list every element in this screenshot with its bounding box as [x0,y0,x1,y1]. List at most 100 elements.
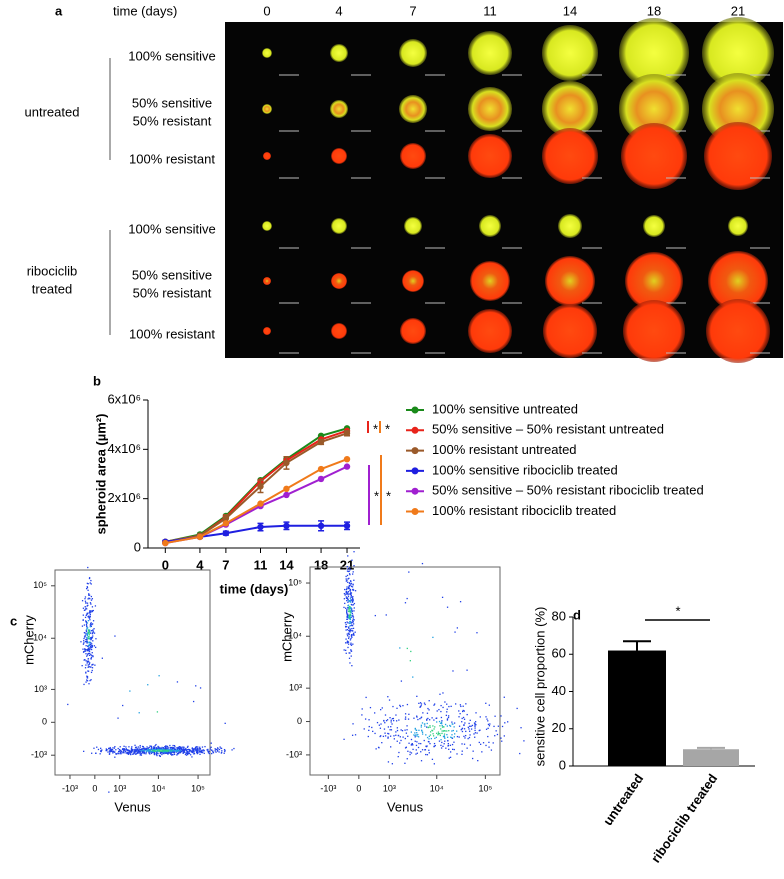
event-dot [127,749,129,752]
event-dot [147,748,149,751]
event-dot [146,746,148,748]
event-dot [202,751,204,753]
event-dot [453,736,456,738]
column-header: 14 [563,3,577,18]
event-dot [90,671,93,674]
event-dot [196,747,199,750]
event-dot [389,717,391,719]
event-dot [130,753,132,756]
event-dot [352,643,354,645]
event-dot [387,696,389,698]
event-dot [347,587,349,590]
event-dot [89,637,91,639]
event-dot [86,675,88,677]
event-dot [87,630,89,632]
panel-label: a [55,3,63,18]
spheroid-image [706,299,770,363]
event-dot [194,748,196,750]
event-dot [139,744,141,747]
event-dot [349,625,351,627]
event-dot [84,648,87,651]
spheroid-image [470,261,510,301]
event-dot [400,729,402,731]
event-dot [89,632,92,634]
event-dot [519,752,521,755]
spheroid-image [400,143,426,169]
event-dot [353,610,355,612]
event-dot [408,571,410,573]
event-dot [470,728,473,730]
event-dot [448,757,450,759]
event-dot [207,748,209,751]
event-dot [419,718,421,720]
event-dot [345,597,348,599]
event-dot [195,750,197,752]
event-dot [345,578,347,580]
event-dot [231,749,233,751]
event-dot [388,699,391,701]
event-dot [158,748,160,751]
event-dot [352,616,355,618]
event-dot [85,625,88,627]
event-dot [105,749,107,752]
event-dot [106,748,108,751]
event-dot [101,749,103,751]
data-point [343,456,351,463]
event-dot [159,748,161,750]
event-dot [90,658,92,660]
event-dot [434,703,436,705]
event-dot [83,624,86,626]
event-dot [149,751,152,753]
event-dot [352,632,355,634]
event-dot [140,752,143,754]
event-dot [126,749,128,752]
event-dot [119,752,122,754]
spheroid-image [542,25,598,81]
event-dot [84,648,86,650]
event-dot [170,752,173,754]
event-dot [350,650,353,652]
event-dot [363,728,365,730]
event-dot [120,753,122,755]
event-dot [67,703,69,706]
event-dot [461,753,463,756]
event-dot [406,703,409,706]
event-dot [465,703,467,705]
event-dot [179,747,181,749]
event-dot [89,638,92,640]
event-dot [158,754,161,757]
data-point [162,539,169,547]
event-dot [174,746,176,748]
event-dot [374,614,376,617]
event-dot [404,762,406,764]
event-dot [351,630,354,632]
x-tick-label: -10³ [62,783,78,793]
event-dot [347,643,350,645]
event-dot [196,751,198,753]
event-dot [416,716,418,718]
event-dot [391,723,393,725]
event-dot [85,621,87,623]
event-dot [463,718,466,720]
event-dot [485,728,488,730]
event-dot [162,747,165,749]
event-dot [110,749,113,751]
event-dot [440,716,443,719]
event-dot [92,630,94,632]
event-dot [478,729,480,732]
event-dot [153,746,156,748]
event-dot [463,728,466,730]
event-dot [353,551,355,553]
event-dot [440,704,442,707]
event-dot [192,700,195,703]
event-dot [158,747,160,749]
event-dot [128,752,130,754]
event-dot [442,745,444,747]
event-dot [348,636,350,638]
event-dot [351,601,354,603]
event-dot [406,597,408,600]
event-dot [152,749,154,752]
event-dot [435,736,438,739]
event-dot [145,751,147,754]
event-dot [110,748,113,751]
